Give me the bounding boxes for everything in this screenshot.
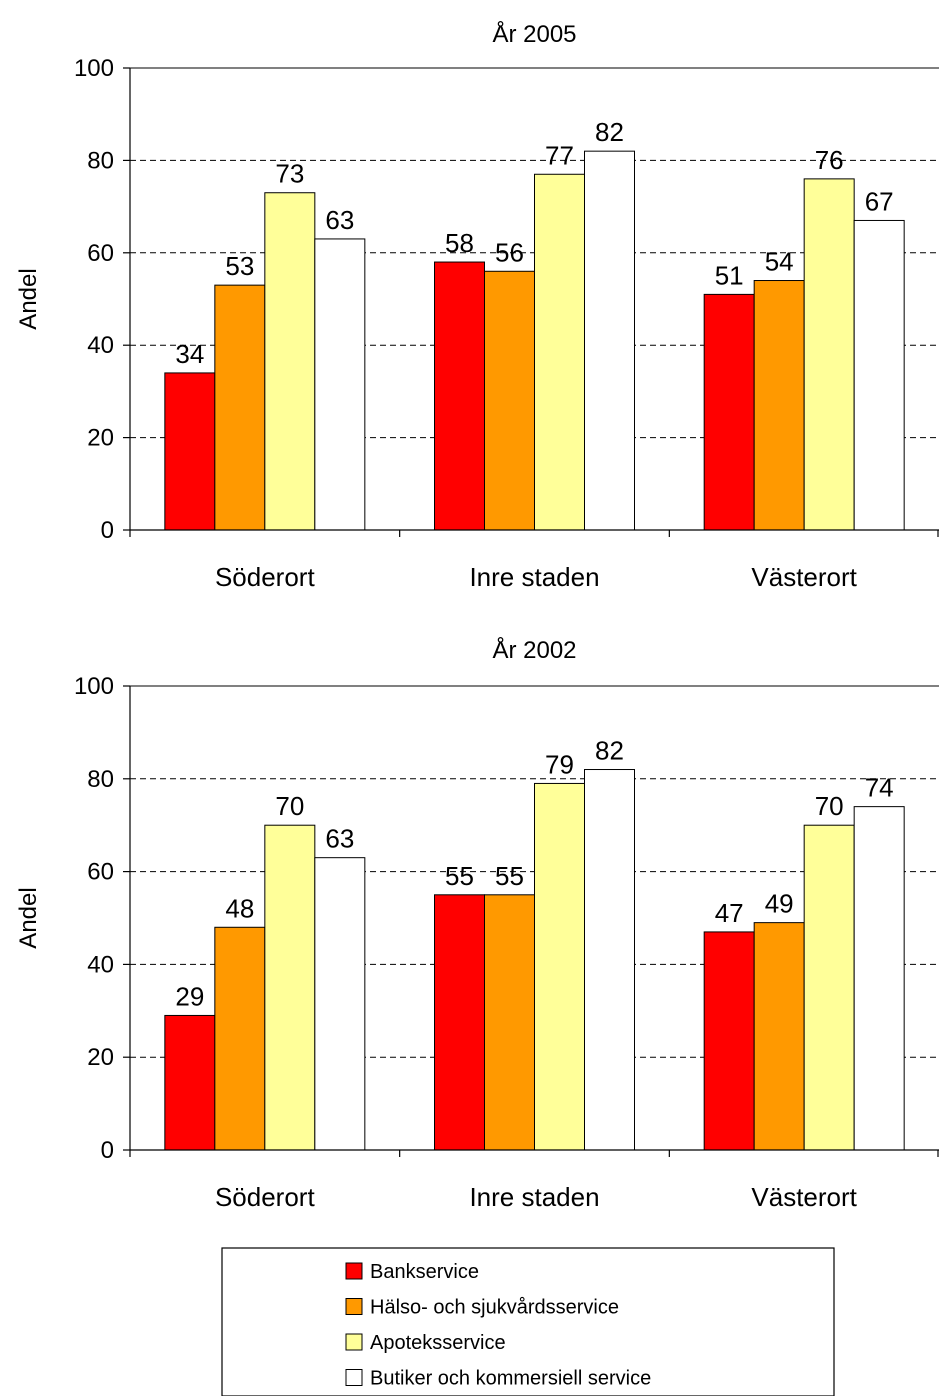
bar [753,922,805,1151]
y-tick-label: 20 [87,425,114,452]
legend-swatch [345,1333,363,1351]
data-label: 79 [545,749,574,779]
bar [264,824,316,1151]
legend-swatch [345,1369,363,1386]
bar [803,824,855,1151]
y-tick-label: 60 [87,859,114,886]
chart-2005: År 2005 34 53 73 63 Söderort 58 56 77 82 Inre stad… [15,20,939,592]
bar [584,769,635,1151]
category-label: Söderort [215,562,315,592]
data-label: 58 [445,228,474,258]
bar [534,173,585,531]
data-label: 63 [325,205,354,235]
data-label: 63 [325,824,354,854]
bar [434,894,485,1151]
bar [484,894,535,1151]
y-tick-label: 80 [87,147,114,174]
bar [534,782,585,1151]
category-label: Inre staden [469,1182,599,1212]
bar [753,280,805,531]
bar [584,150,635,531]
y-tick-label: 100 [74,55,114,82]
bar [703,293,755,531]
category-label: Västerort [751,1182,857,1212]
bar [314,857,366,1151]
data-label: 56 [495,237,524,267]
data-label: 49 [765,889,794,919]
data-label: 55 [495,861,524,891]
bar [314,238,366,531]
y-tick-label: 0 [101,517,114,544]
y-tick-label: 0 [101,1137,114,1164]
data-label: 77 [545,140,574,170]
bar [703,931,755,1151]
legend-label: Hälso- och sjukvårdsservice [370,1297,619,1319]
bar [853,219,905,531]
y-tick-label: 80 [87,766,114,793]
data-label: 29 [175,981,204,1011]
data-label: 53 [225,251,254,281]
bar [214,284,266,531]
chart-title: År 2002 [492,636,576,664]
y-axis-label: Andel [15,887,42,948]
bar [164,372,216,531]
legend-label: Butiker och kommersiell service [370,1368,651,1390]
chart-2002: År 2002 29 48 70 63 Söderort 55 55 79 82 Inre stad… [15,636,939,1212]
legend-swatch [345,1298,363,1315]
category-label: Söderort [215,1182,315,1212]
legend-box [221,1247,835,1396]
category-label: Inre staden [469,562,599,592]
y-tick-label: 40 [87,951,114,978]
legend-label: Apoteksservice [370,1332,506,1354]
data-label: 51 [715,260,744,290]
data-label: 34 [175,339,204,369]
category-label: Västerort [751,562,857,592]
y-tick-label: 60 [87,240,114,267]
legend-label: Bankservice [370,1261,479,1283]
bar [853,806,905,1151]
data-label: 82 [595,736,624,766]
data-label: 76 [815,145,844,175]
chart-title: År 2005 [492,20,576,48]
y-tick-label: 20 [87,1044,114,1071]
bar [164,1014,216,1151]
y-axis-label: Andel [15,268,42,329]
bar [434,261,485,531]
bar [803,178,855,531]
legend: Bankservice Hälso- och sjukvårdsservice Ap… [221,1247,835,1396]
data-label: 74 [865,773,894,803]
data-label: 82 [595,117,624,147]
data-label: 70 [275,791,304,821]
data-label: 47 [715,898,744,928]
data-label: 54 [765,247,794,277]
data-label: 48 [225,893,254,923]
data-label: 70 [815,791,844,821]
y-tick-label: 100 [74,673,114,700]
data-label: 73 [275,159,304,189]
bar [264,192,316,531]
data-label: 55 [445,861,474,891]
bar [214,926,266,1151]
data-label: 67 [865,186,894,216]
y-tick-label: 40 [87,332,114,359]
bar [484,270,535,531]
legend-swatch [345,1262,363,1280]
